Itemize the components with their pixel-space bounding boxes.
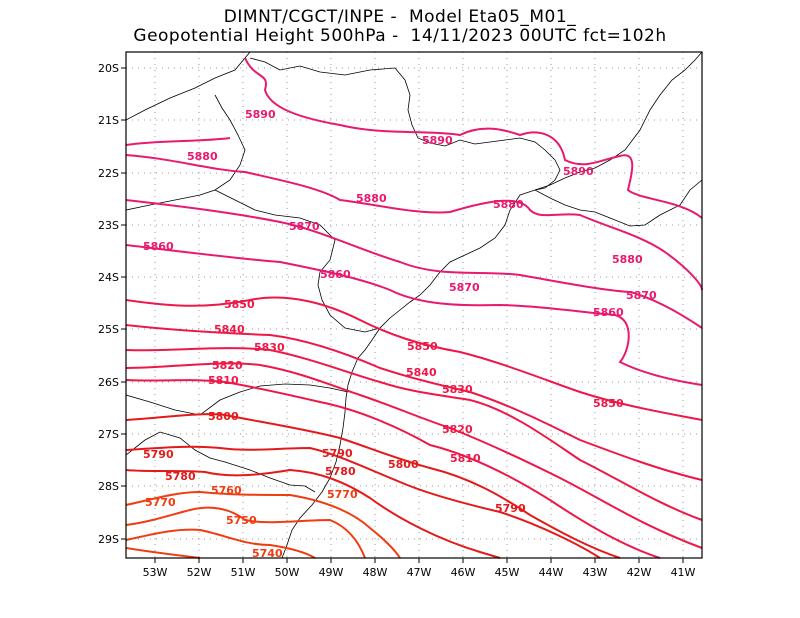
coastline [281,179,703,559]
contour-5860 [125,244,703,386]
contour-5770 [125,490,401,559]
map-title-line1: DIMNT/CGCT/INPE - Model Eta05_M01_ [223,7,577,27]
contour-5740 [125,547,201,559]
contour-5850 [125,296,703,421]
state-border-pr-sc [125,383,349,416]
contour-5870 [125,199,703,329]
lat-label: 22S [98,167,119,180]
lat-label: 26S [98,376,119,389]
contour-label: 5790 [495,502,526,515]
contour-5890-west [125,137,231,146]
lon-label: 49W [319,566,344,579]
longitude-labels: 53W 52W 51W 50W 49W 48W 47W 46W 45W 44W … [143,566,696,579]
lat-label: 21S [98,114,119,127]
contour-label: 5820 [212,359,243,372]
lon-label: 52W [187,566,212,579]
lon-label: 45W [495,566,520,579]
contour-label: 5830 [254,341,285,354]
lat-label: 23S [98,219,119,232]
contour-5760 [125,506,366,559]
contour-labels: 5890 5890 5890 5880 5880 5880 5880 5870 … [143,108,657,560]
state-border-mg-sp [249,57,561,191]
contour-label: 5880 [356,192,387,205]
contour-label: 5860 [320,268,351,281]
map-title-line2: Geopotential Height 500hPa - 14/11/2023 … [133,26,667,46]
contour-5780 [125,468,501,559]
contour-label: 5790 [143,448,174,461]
lon-label: 43W [583,566,608,579]
contour-5790 [125,445,601,559]
lon-label: 47W [407,566,432,579]
lat-label: 29S [98,533,119,546]
contour-label: 5880 [612,253,643,266]
lon-label: 50W [275,566,300,579]
lon-label: 53W [143,566,168,579]
contour-label: 5890 [245,108,276,121]
coastline-and-borders [125,51,703,559]
contour-label: 5770 [145,496,176,509]
geopotential-contours [125,57,703,559]
lon-label: 51W [231,566,256,579]
contour-label: 5850 [593,397,624,410]
contour-label: 5870 [626,289,657,302]
lon-label: 44W [539,566,564,579]
contour-label: 5840 [406,366,437,379]
lon-label: 46W [451,566,476,579]
contour-label: 5760 [211,484,242,497]
contour-label: 5880 [493,198,524,211]
contour-5890 [244,57,703,219]
contour-label: 5890 [563,165,594,178]
contour-label: 5800 [388,458,419,471]
tick-marks [121,67,684,563]
state-border-ms-pr [125,94,246,211]
contour-label: 5850 [407,340,438,353]
contour-label: 5850 [224,298,255,311]
contour-5820 [125,362,703,549]
lon-label: 42W [627,566,652,579]
lat-label: 25S [98,323,119,336]
state-border-pr-sp [214,189,381,333]
contour-label: 5890 [422,134,453,147]
contour-label: 5800 [208,410,239,423]
contour-label: 5830 [442,383,473,396]
contour-5750 [125,528,316,559]
state-border-sc-rs [125,431,316,493]
lat-label: 20S [98,62,119,75]
lat-label: 28S [98,480,119,493]
contour-label: 5840 [214,323,245,336]
contour-label: 5770 [327,488,358,501]
contour-label: 5740 [252,547,283,560]
contour-label: 5880 [187,150,218,163]
contour-5880 [125,154,703,291]
contour-label: 5820 [442,423,473,436]
map-frame [125,51,703,559]
lon-label: 48W [363,566,388,579]
contour-5800 [125,413,621,559]
state-border-mg-rj [534,51,703,191]
contour-5810 [125,379,661,559]
contour-label: 5780 [165,470,196,483]
latitude-labels: 20S 21S 22S 23S 24S 25S 26S 27S 28S 29S [98,62,119,546]
contour-label: 5810 [450,452,481,465]
contour-label: 5780 [325,465,356,478]
contour-label: 5810 [208,374,239,387]
lat-label: 24S [98,271,119,284]
contour-label: 5860 [593,306,624,319]
contour-label: 5750 [226,514,257,527]
lon-label: 41W [671,566,696,579]
contour-5840 [125,324,703,481]
lat-label: 27S [98,428,119,441]
contour-label: 5870 [449,281,480,294]
contour-label: 5790 [322,447,353,460]
contour-label: 5870 [289,220,320,233]
state-border-north [125,51,251,121]
contour-label: 5860 [143,240,174,253]
contour-5830 [125,347,703,521]
